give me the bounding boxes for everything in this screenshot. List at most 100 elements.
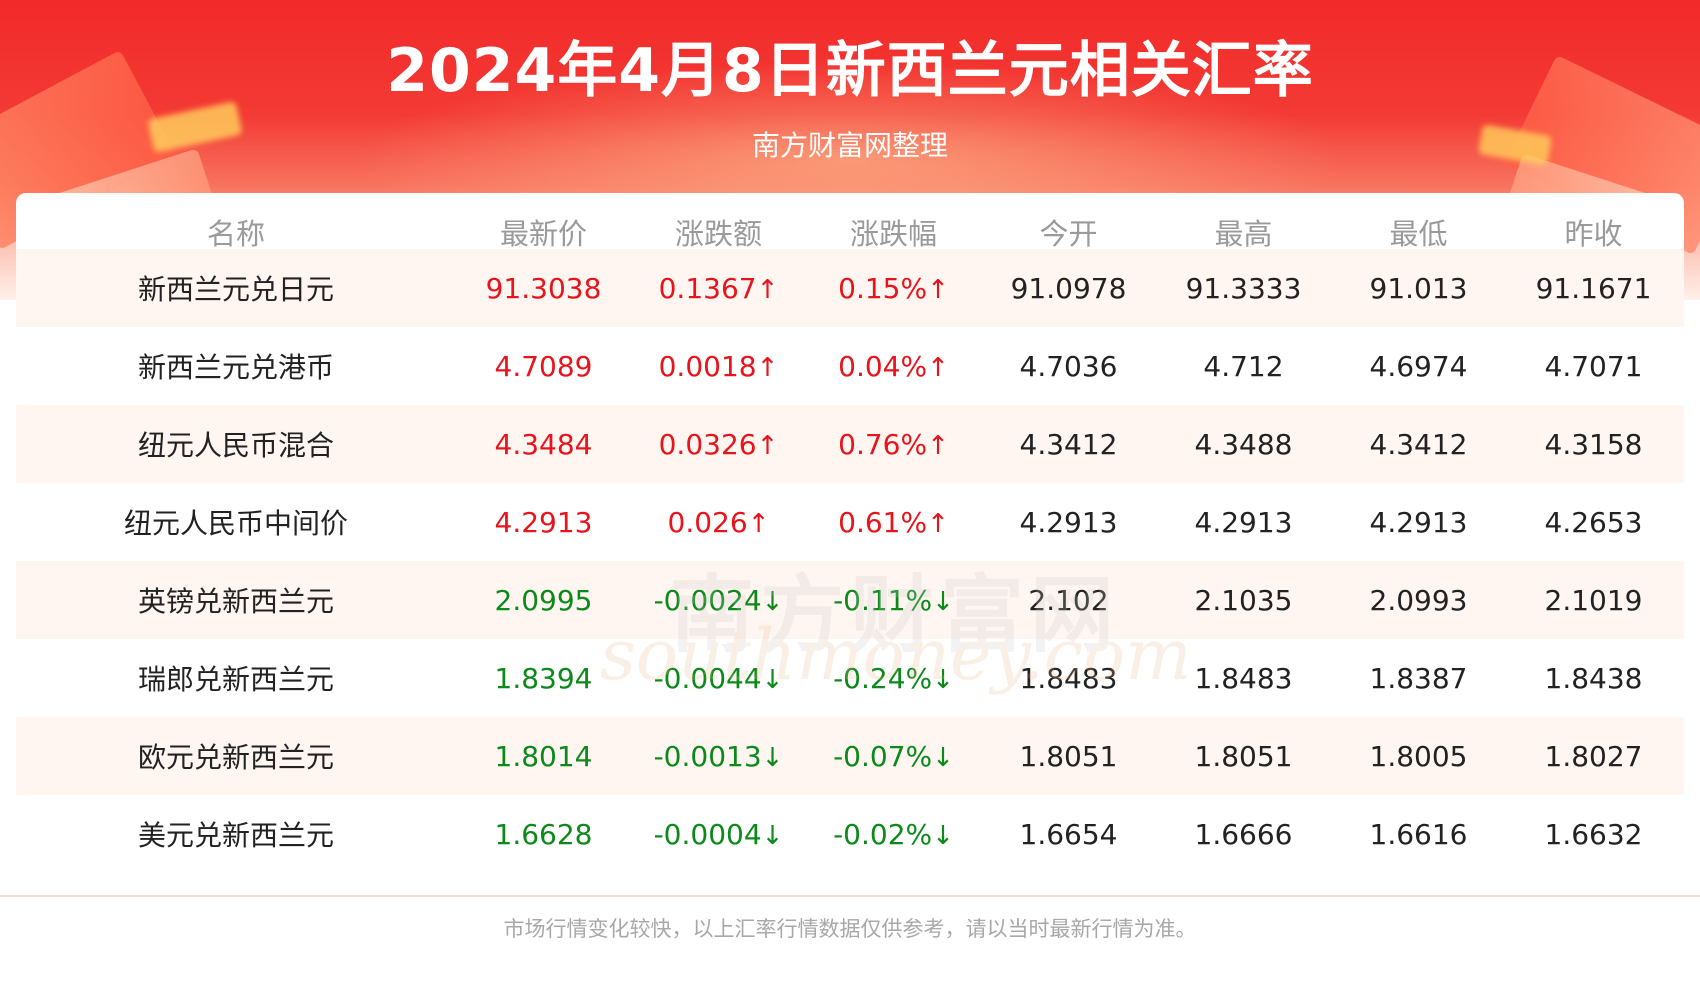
column-header-open: 今开 (1039, 217, 1098, 251)
arrow-down-icon: ↓ (761, 742, 784, 773)
cell-prev-close-value: 4.3158 (1544, 427, 1643, 461)
cell-name: 欧元兑新西兰元 (16, 736, 456, 776)
cell-change: 0.026↑ (631, 506, 806, 539)
cell-open-value: 1.8051 (1019, 739, 1118, 773)
column-header-change: 涨跌额 (674, 217, 762, 251)
cell-name: 纽元人民币中间价 (16, 502, 456, 542)
cell-prev-close: 1.8027 (1506, 740, 1681, 773)
cell-change-value: 0.1367 (658, 271, 757, 305)
arrow-up-icon: ↑ (756, 274, 779, 305)
cell-name: 新西兰元兑港币 (16, 346, 456, 386)
cell-change-pct: 0.76%↑ (806, 428, 981, 461)
cell-change-pct-value: -0.11% (833, 583, 933, 617)
cell-latest: 4.3484 (456, 428, 631, 461)
cell-change-value: -0.0004 (653, 817, 762, 851)
cell-open: 1.6654 (981, 818, 1156, 851)
cell-change-pct-value: -0.24% (833, 661, 933, 695)
cell-high: 4.3488 (1156, 428, 1331, 461)
cell-low: 4.2913 (1331, 506, 1506, 539)
arrow-down-icon: ↓ (761, 664, 784, 695)
cell-latest: 1.8394 (456, 662, 631, 695)
cell-prev-close-value: 1.8438 (1544, 661, 1643, 695)
cell-latest: 2.0995 (456, 584, 631, 617)
cell-open-value: 1.6654 (1019, 817, 1118, 851)
column-header-low: 最低 (1389, 217, 1448, 251)
cell-prev-close: 4.7071 (1506, 350, 1681, 383)
cell-change-pct: -0.24%↓ (806, 662, 981, 695)
cell-open-value: 1.8483 (1019, 661, 1118, 695)
table-row: 瑞郎兑新西兰元 1.8394 -0.0044↓ -0.24%↓ 1.8483 1.8483… (16, 639, 1684, 717)
cell-latest-value: 91.3038 (485, 271, 602, 305)
table-row: 美元兑新西兰元 1.6628 -0.0004↓ -0.02%↓ 1.6654 1.6666… (16, 795, 1684, 873)
cell-name: 瑞郎兑新西兰元 (16, 658, 456, 698)
cell-name-value: 纽元人民币中间价 (123, 507, 348, 540)
column-header-high: 最高 (1214, 217, 1273, 251)
cell-high-value: 1.8051 (1194, 739, 1293, 773)
cell-prev-close-value: 4.7071 (1544, 349, 1643, 383)
cell-low-value: 4.3412 (1369, 427, 1468, 461)
arrow-down-icon: ↓ (932, 586, 954, 617)
cell-high-value: 4.712 (1203, 349, 1284, 383)
cell-open-value: 4.2913 (1019, 505, 1118, 539)
cell-change-pct: 0.61%↑ (806, 506, 981, 539)
cell-change-pct: 0.04%↑ (806, 350, 981, 383)
page-subtitle: 南方财富网整理 (751, 129, 948, 162)
column-header-change-pct: 涨跌幅 (849, 217, 937, 251)
cell-latest-value: 1.8394 (494, 661, 593, 695)
table-row: 纽元人民币混合 4.3484 0.0326↑ 0.76%↑ 4.3412 4.3488 4.… (16, 405, 1684, 483)
arrow-up-icon: ↑ (927, 274, 949, 305)
arrow-down-icon: ↓ (761, 820, 784, 851)
cell-name: 英镑兑新西兰元 (16, 580, 456, 620)
table-row: 新西兰元兑港币 4.7089 0.0018↑ 0.04%↑ 4.7036 4.712 4.6… (16, 327, 1684, 405)
cell-prev-close: 1.6632 (1506, 818, 1681, 851)
cell-latest: 91.3038 (456, 272, 631, 305)
arrow-up-icon: ↑ (927, 352, 949, 383)
cell-low: 91.013 (1331, 272, 1506, 305)
cell-open: 4.2913 (981, 506, 1156, 539)
table-row: 英镑兑新西兰元 2.0995 -0.0024↓ -0.11%↓ 2.102 2.1035 2… (16, 561, 1684, 639)
cell-high-value: 2.1035 (1194, 583, 1293, 617)
cell-prev-close-value: 1.8027 (1544, 739, 1643, 773)
cell-low: 4.6974 (1331, 350, 1506, 383)
cell-open-value: 4.7036 (1019, 349, 1118, 383)
cell-prev-close: 4.3158 (1506, 428, 1681, 461)
cell-high-value: 1.6666 (1194, 817, 1293, 851)
cell-latest-value: 4.2913 (494, 505, 593, 539)
cell-change-pct-value: -0.07% (833, 739, 933, 773)
table-header-row: 名称 最新价 涨跌额 涨跌幅 今开 最高 最低 昨收 (16, 193, 1684, 271)
cell-high-value: 91.3333 (1185, 271, 1302, 305)
cell-high-value: 1.8483 (1194, 661, 1293, 695)
cell-latest-value: 2.0995 (494, 583, 593, 617)
arrow-down-icon: ↓ (761, 586, 784, 617)
arrow-up-icon: ↑ (756, 430, 779, 461)
cell-open: 1.8483 (981, 662, 1156, 695)
cell-latest-value: 4.3484 (494, 427, 593, 461)
disclaimer-text: 市场行情变化较快，以上汇率行情数据仅供参考，请以当时最新行情为准。 (503, 917, 1197, 941)
cell-change-pct: -0.02%↓ (806, 818, 981, 851)
cell-name-value: 英镑兑新西兰元 (137, 585, 334, 618)
cell-change: -0.0013↓ (631, 740, 806, 773)
arrow-up-icon: ↑ (927, 508, 949, 539)
table-row: 欧元兑新西兰元 1.8014 -0.0013↓ -0.07% ↓ 1.8051 1.8051… (16, 717, 1684, 795)
cell-prev-close-value: 2.1019 (1544, 583, 1643, 617)
column-header-prev-close: 昨收 (1564, 217, 1623, 251)
cell-latest: 4.7089 (456, 350, 631, 383)
cell-change: -0.0024↓ (631, 584, 806, 617)
cell-name-value: 瑞郎兑新西兰元 (137, 663, 334, 696)
cell-low: 1.8005 (1331, 740, 1506, 773)
cell-low-value: 1.8387 (1369, 661, 1468, 695)
column-header-latest: 最新价 (499, 217, 587, 251)
cell-open: 2.102 (981, 584, 1156, 617)
cell-high: 1.8051 (1156, 740, 1331, 773)
cell-open-value: 91.0978 (1010, 271, 1127, 305)
cell-change-pct-value: 0.04% (838, 349, 928, 383)
table-row: 纽元人民币中间价 4.2913 0.026↑ 0.61%↑ 4.2913 4.2913 4.… (16, 483, 1684, 561)
cell-change: -0.0044↓ (631, 662, 806, 695)
cell-change-pct-value: 0.61% (838, 505, 928, 539)
cell-high: 1.6666 (1156, 818, 1331, 851)
cell-latest: 1.8014 (456, 740, 631, 773)
cell-change-pct-value: -0.02% (833, 817, 933, 851)
cell-high: 2.1035 (1156, 584, 1331, 617)
cell-name: 纽元人民币混合 (16, 424, 456, 464)
cell-latest: 1.6628 (456, 818, 631, 851)
